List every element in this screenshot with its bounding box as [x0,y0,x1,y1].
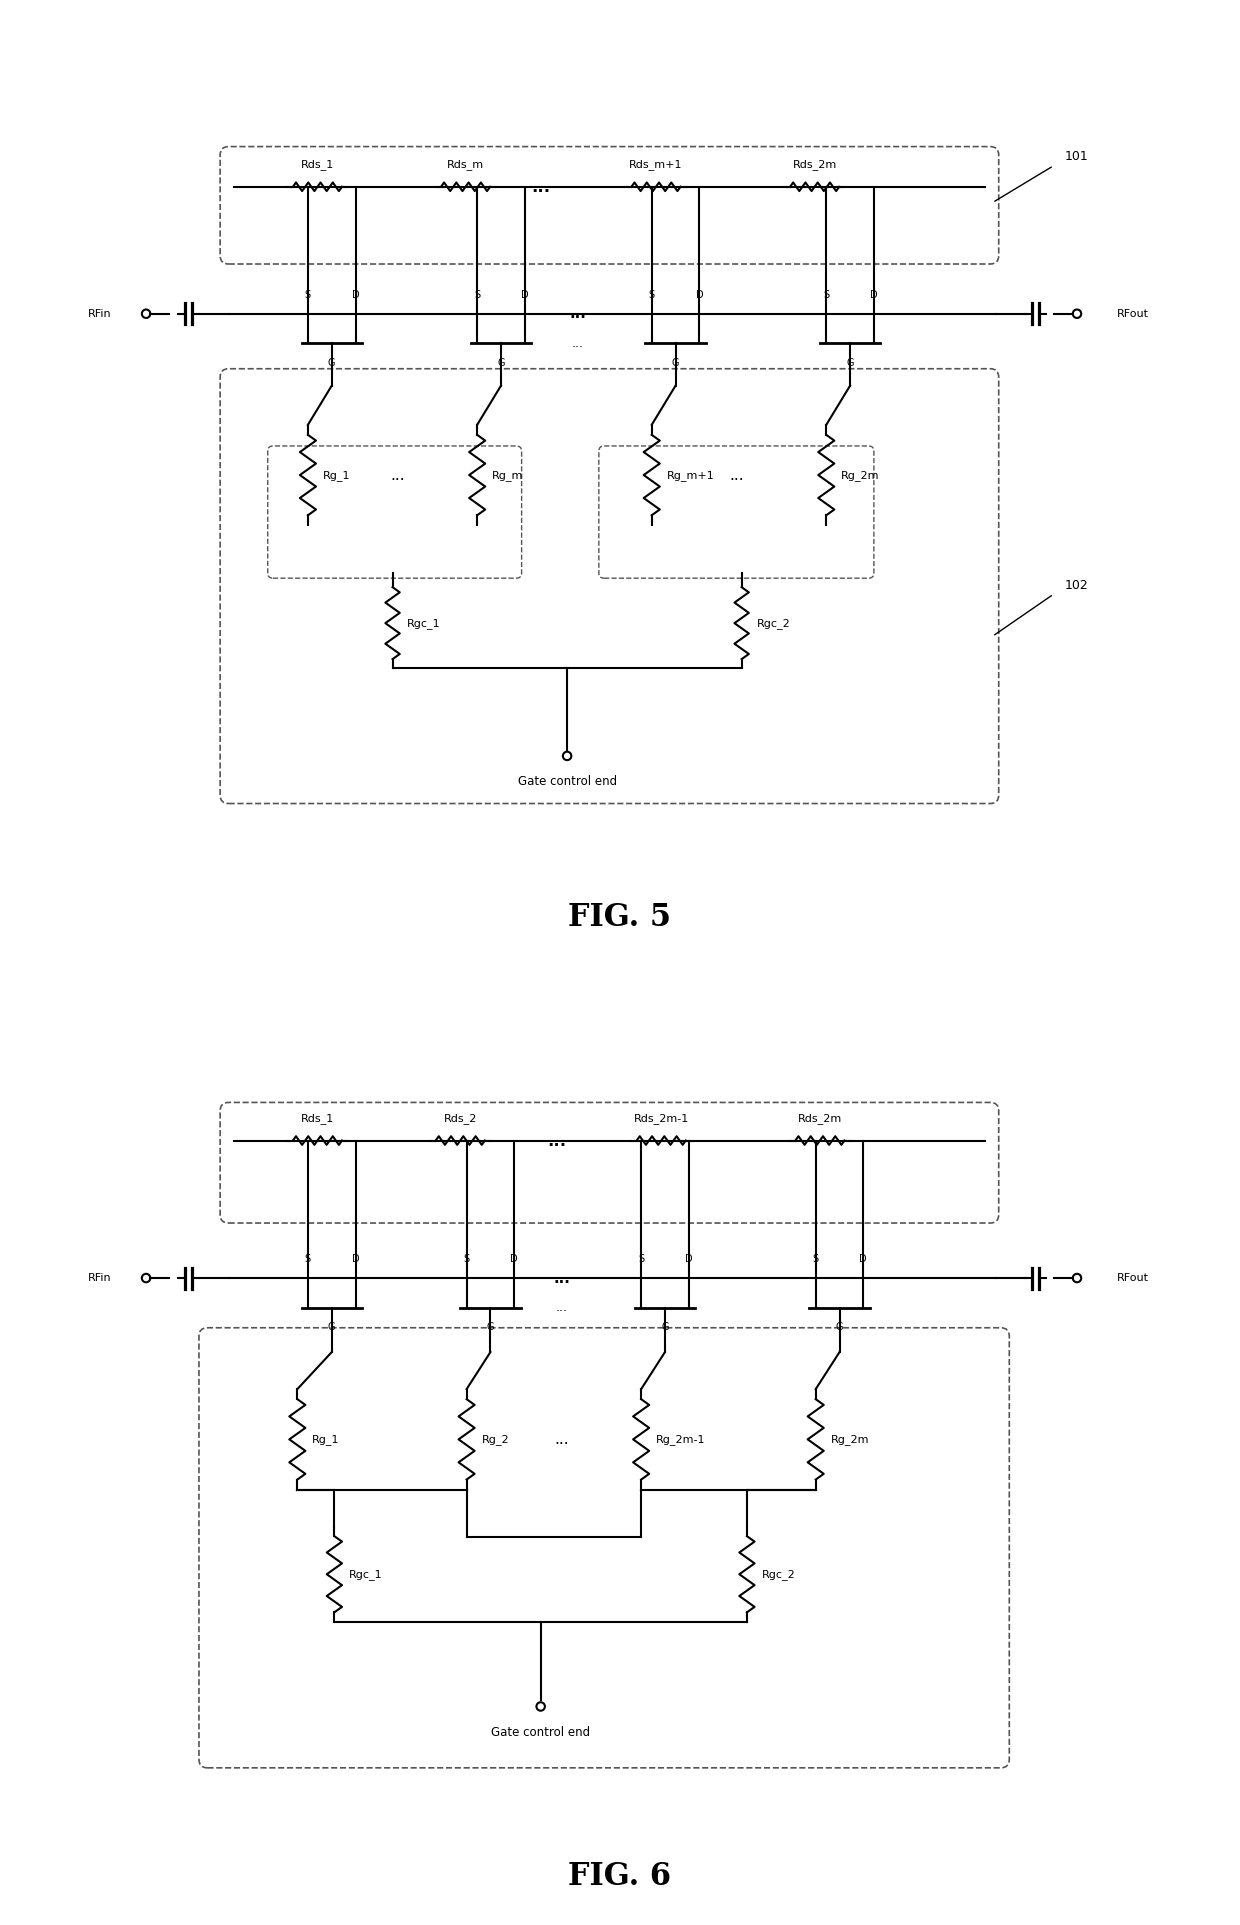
Text: Rg_m+1: Rg_m+1 [667,470,714,481]
Text: S: S [305,1255,311,1265]
Text: RFout: RFout [1117,308,1149,320]
Text: Rg_2m-1: Rg_2m-1 [656,1434,706,1446]
Text: Gate control end: Gate control end [517,776,616,787]
Text: Rds_2m-1: Rds_2m-1 [634,1113,689,1124]
Text: D: D [352,291,360,300]
Text: G: G [486,1322,495,1332]
Text: D: D [859,1255,867,1265]
Text: Rgc_1: Rgc_1 [408,618,441,629]
Text: FIG. 5: FIG. 5 [568,901,672,932]
Text: ...: ... [554,1432,569,1448]
Text: Rg_2m: Rg_2m [831,1434,869,1446]
Text: RFin: RFin [88,1272,112,1284]
Text: D: D [870,291,878,300]
Text: Rds_m+1: Rds_m+1 [629,160,683,169]
Text: 102: 102 [1064,579,1087,591]
Text: ...: ... [391,468,405,483]
Text: G: G [836,1322,843,1332]
Text: Rg_1: Rg_1 [322,470,350,481]
Text: ...: ... [569,306,587,321]
Text: Rds_2: Rds_2 [444,1113,477,1124]
Text: S: S [812,1255,818,1265]
Text: G: G [847,358,854,368]
Text: Rds_1: Rds_1 [301,1113,334,1124]
Text: Gate control end: Gate control end [491,1725,590,1738]
Text: G: G [672,358,680,368]
Text: S: S [305,291,311,300]
Text: RFout: RFout [1117,1272,1149,1284]
Text: G: G [497,358,505,368]
Text: Rg_2m: Rg_2m [841,470,879,481]
Text: D: D [684,1255,693,1265]
Text: Rg_2: Rg_2 [481,1434,510,1446]
Text: S: S [649,291,655,300]
Text: Rds_m: Rds_m [446,160,484,169]
Text: D: D [511,1255,518,1265]
Text: Rg_m: Rg_m [492,470,523,481]
Text: ...: ... [547,1132,567,1149]
Text: Rgc_2: Rgc_2 [756,618,790,629]
Text: Rds_1: Rds_1 [301,160,334,169]
Text: Rds_2m: Rds_2m [797,1113,842,1124]
Text: G: G [329,1322,336,1332]
Text: ...: ... [531,177,551,196]
Text: S: S [823,291,830,300]
Text: D: D [696,291,703,300]
Text: ...: ... [572,337,584,350]
Text: S: S [474,291,480,300]
Text: S: S [639,1255,645,1265]
Text: ...: ... [556,1301,568,1315]
Text: G: G [329,358,336,368]
Text: D: D [521,291,528,300]
Text: RFin: RFin [88,308,112,320]
Text: Rg_1: Rg_1 [312,1434,340,1446]
Text: ...: ... [553,1270,570,1286]
Text: S: S [464,1255,470,1265]
Text: ...: ... [729,468,744,483]
Text: 101: 101 [1064,150,1087,164]
Text: FIG. 6: FIG. 6 [568,1861,672,1892]
Text: D: D [352,1255,360,1265]
Text: Rds_2m: Rds_2m [792,160,837,169]
Text: Rgc_2: Rgc_2 [761,1569,796,1580]
Text: Rgc_1: Rgc_1 [350,1569,383,1580]
Text: G: G [661,1322,668,1332]
